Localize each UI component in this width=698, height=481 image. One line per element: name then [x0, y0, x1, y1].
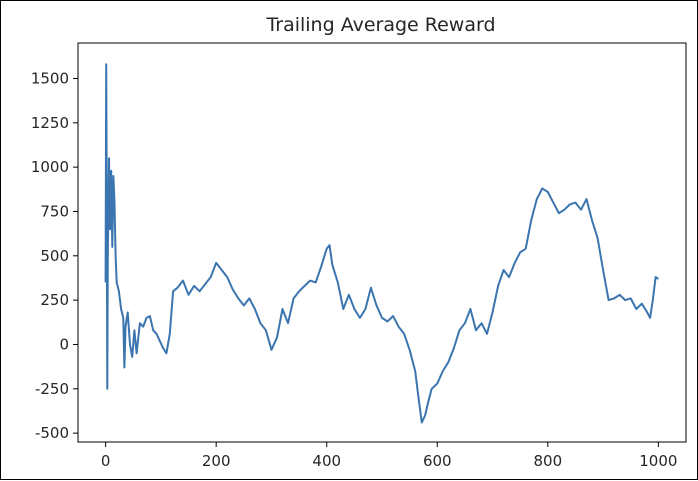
- y-tick-label: 250: [40, 291, 69, 309]
- y-tick-label: 1500: [31, 69, 69, 87]
- x-tick-label: 400: [312, 452, 341, 470]
- x-tick-label: 800: [533, 452, 562, 470]
- y-tick-label: 1250: [31, 114, 69, 132]
- y-axis: -500 -250 0 250 500 750 1000 1250 1500: [31, 69, 78, 442]
- y-tick-label: -500: [35, 424, 69, 442]
- x-axis: 0 200 400 600 800 1000: [101, 442, 677, 470]
- y-tick-label: 500: [40, 247, 69, 265]
- x-tick-label: 200: [202, 452, 231, 470]
- y-tick-label: 750: [40, 202, 69, 220]
- y-tick-label: 0: [59, 335, 69, 353]
- x-tick-label: 1000: [639, 452, 677, 470]
- y-tick-label: 1000: [31, 158, 69, 176]
- x-tick-label: 600: [423, 452, 452, 470]
- x-tick-label: 0: [101, 452, 111, 470]
- plot-area-border: [77, 42, 687, 443]
- chart-title: Trailing Average Reward: [265, 14, 495, 36]
- y-tick-label: -250: [35, 380, 69, 398]
- series-group: [104, 63, 659, 424]
- series-line: [104, 63, 659, 424]
